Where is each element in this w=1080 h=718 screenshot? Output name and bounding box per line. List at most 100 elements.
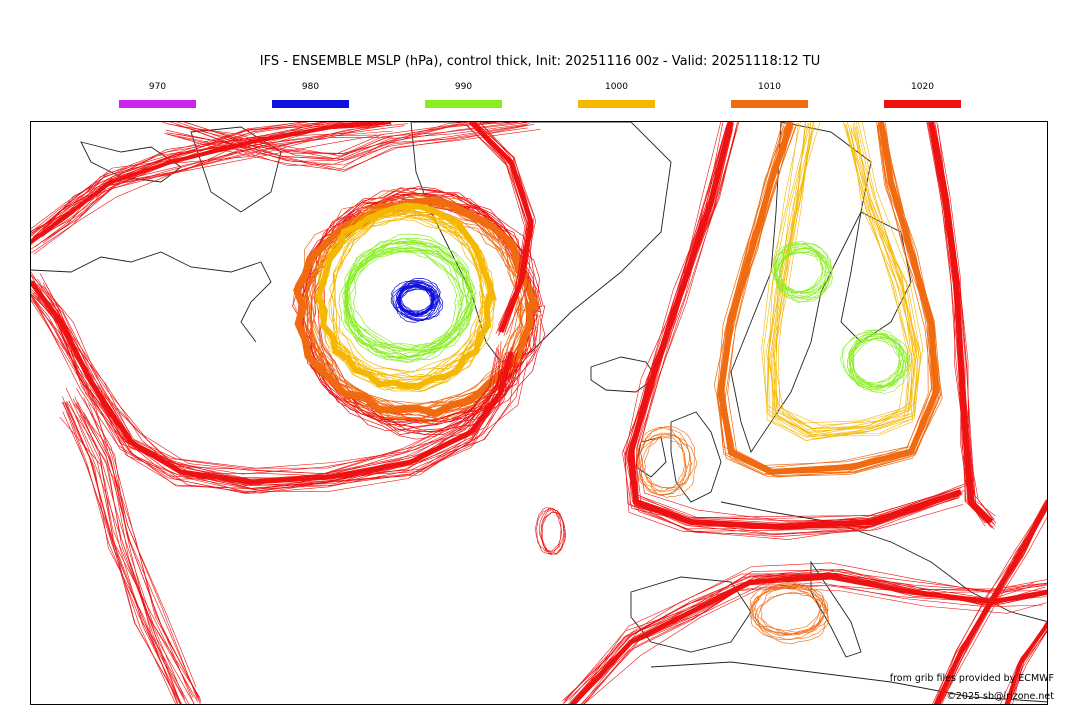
isobar-1020 bbox=[79, 414, 195, 704]
coastline-europe bbox=[720, 501, 1047, 622]
isobar-1020 bbox=[62, 411, 177, 704]
isobar-1010 bbox=[753, 586, 828, 635]
legend-item-1010: 1010 bbox=[731, 81, 808, 108]
isobar-1020 bbox=[33, 280, 519, 477]
isobar-1020 bbox=[933, 123, 997, 524]
isobar-990 bbox=[848, 333, 905, 391]
isobar-1010 bbox=[641, 433, 693, 492]
isobar-1020 bbox=[31, 293, 512, 490]
isobar-1020 bbox=[62, 396, 187, 704]
isobar-990 bbox=[348, 240, 472, 350]
isobar-990 bbox=[344, 250, 463, 359]
isobar-990 bbox=[780, 247, 831, 299]
isobar-1020 bbox=[77, 401, 195, 704]
isobar-990 bbox=[849, 337, 904, 393]
isobar-1020 bbox=[31, 133, 386, 244]
isobar-1020 bbox=[31, 122, 351, 235]
isobar-1000 bbox=[320, 214, 487, 381]
coastlines bbox=[31, 122, 1047, 703]
isobar-1020 bbox=[31, 283, 516, 487]
isobar-1020 bbox=[42, 282, 524, 481]
isobar-1020 bbox=[65, 387, 186, 700]
isobar-1010 bbox=[723, 122, 941, 473]
isobar-1000 bbox=[769, 122, 913, 437]
coastline-north-africa bbox=[650, 661, 1047, 703]
isobar-990 bbox=[342, 242, 470, 351]
coastline-finland bbox=[840, 211, 912, 343]
isobar-1020 bbox=[164, 125, 527, 171]
legend-label: 970 bbox=[148, 82, 167, 92]
isobar-1020 bbox=[622, 124, 952, 535]
isobar-990 bbox=[775, 250, 831, 304]
isobar-1000 bbox=[773, 124, 922, 435]
isobar-990 bbox=[338, 247, 464, 359]
isobar-1010 bbox=[754, 583, 826, 634]
isobar-1020 bbox=[31, 279, 509, 481]
isobar-1020 bbox=[468, 122, 527, 334]
legend-item-1000: 1000 bbox=[578, 81, 655, 108]
isobar-1000 bbox=[763, 122, 914, 424]
isobar-1020 bbox=[536, 508, 562, 555]
isobar-1020 bbox=[306, 188, 535, 424]
isobar-1020 bbox=[31, 272, 512, 470]
isobar-990 bbox=[850, 329, 906, 388]
isobar-1020 bbox=[31, 122, 387, 246]
isobar-1020 bbox=[538, 508, 565, 552]
legend-item-980: 980 bbox=[272, 81, 349, 108]
isobar-1020 bbox=[31, 122, 392, 244]
isobar-1020 bbox=[66, 402, 184, 698]
isobar-990 bbox=[343, 244, 470, 363]
isobar-990 bbox=[774, 245, 824, 294]
isobar-1020 bbox=[31, 122, 306, 234]
isobar-1020 bbox=[1008, 630, 1047, 704]
isobar-1020 bbox=[1008, 630, 1047, 704]
isobar-1020 bbox=[540, 509, 565, 555]
isobar-1010 bbox=[637, 432, 686, 496]
isobar-1020 bbox=[184, 122, 483, 154]
isobar-1020 bbox=[469, 122, 534, 333]
isobar-1020 bbox=[635, 122, 970, 518]
isobar-1000 bbox=[318, 207, 483, 378]
isobar-1020 bbox=[45, 284, 528, 494]
isobar-980 bbox=[397, 283, 436, 317]
credit-copyright: ©2025 sb@irizone.net bbox=[946, 691, 1054, 702]
legend-item-970: 970 bbox=[119, 81, 196, 108]
isobar-1010 bbox=[640, 425, 696, 490]
legend-swatch bbox=[578, 100, 655, 108]
isobar-1020 bbox=[177, 129, 541, 172]
chart-title: IFS - ENSEMBLE MSLP (hPa), control thick… bbox=[259, 54, 821, 69]
isobar-1020 bbox=[168, 122, 472, 155]
isobar-1020 bbox=[76, 388, 202, 703]
isobar-1020 bbox=[31, 134, 377, 250]
isobar-1020 bbox=[311, 200, 538, 435]
coastline-canada bbox=[31, 251, 272, 343]
isobar-1020 bbox=[635, 131, 960, 540]
isobar-1020 bbox=[169, 122, 505, 160]
isobar-1020 bbox=[1012, 631, 1047, 704]
isobar-1020 bbox=[162, 122, 527, 160]
isobar-1010 bbox=[760, 585, 829, 635]
isobar-1020 bbox=[1004, 621, 1047, 704]
isobar-980 bbox=[395, 286, 434, 323]
isobar-1020 bbox=[88, 403, 202, 701]
legend-label: 1000 bbox=[605, 82, 628, 92]
isobar-1020 bbox=[164, 124, 528, 166]
legend-label: 1010 bbox=[758, 82, 781, 92]
isobar-1020 bbox=[166, 127, 528, 166]
isobar-1020 bbox=[90, 388, 198, 700]
legend-item-1020: 1020 bbox=[884, 81, 961, 108]
isobar-1020 bbox=[934, 500, 1047, 704]
isobar-990 bbox=[846, 338, 902, 390]
isobar-1020 bbox=[927, 122, 986, 524]
legend-swatch bbox=[425, 100, 502, 108]
coastline-uk bbox=[670, 411, 722, 503]
isobar-1020 bbox=[165, 123, 530, 162]
isobar-1020 bbox=[31, 122, 328, 230]
isobar-1020 bbox=[574, 562, 1047, 702]
mslp-map[interactable] bbox=[31, 122, 1048, 705]
isobar-1020 bbox=[68, 400, 181, 704]
isobar-990 bbox=[842, 330, 901, 386]
isobar-1020 bbox=[569, 574, 1047, 704]
isobar-1020 bbox=[59, 416, 182, 704]
isobar-1020 bbox=[540, 511, 567, 555]
